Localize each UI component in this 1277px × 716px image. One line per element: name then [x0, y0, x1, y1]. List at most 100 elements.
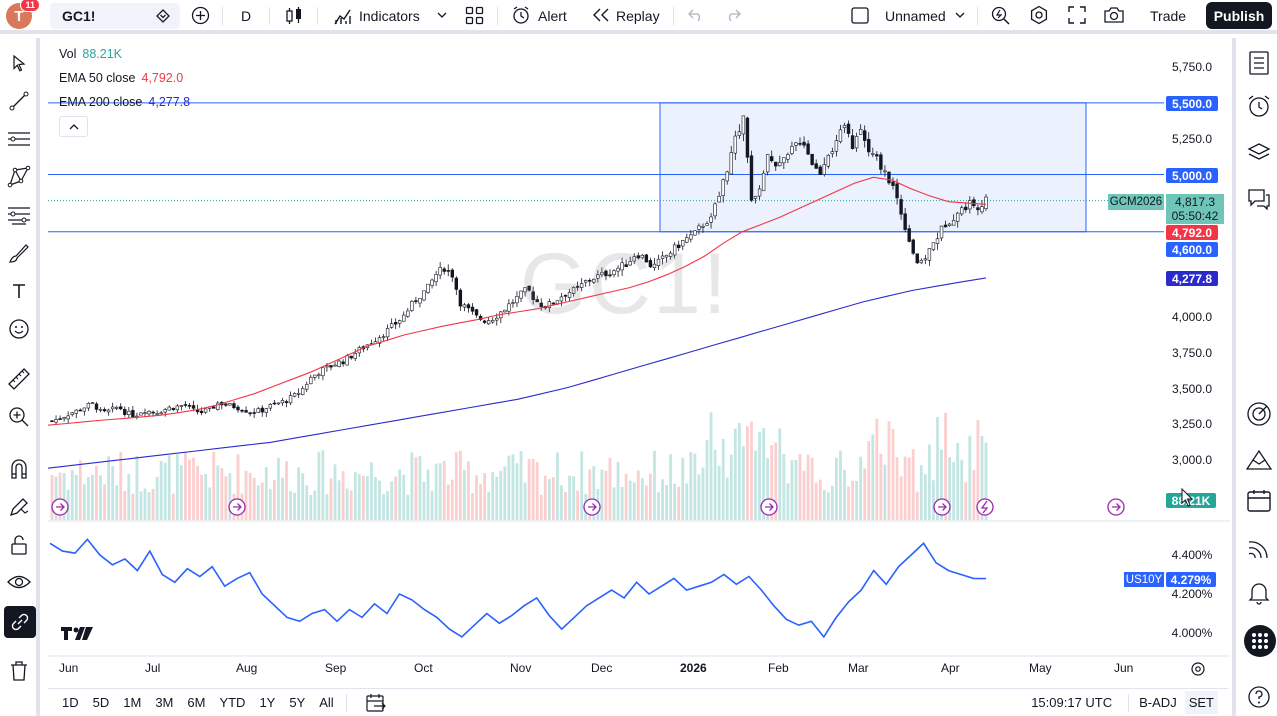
goto-date-icon[interactable] — [365, 693, 387, 713]
streams-icon[interactable] — [1246, 536, 1272, 562]
range-5y[interactable]: 5Y — [289, 695, 306, 710]
hline-label-5500[interactable]: 5,500.0 — [1166, 96, 1218, 111]
replay-rewind-icon[interactable] — [592, 8, 610, 22]
link-sync-icon[interactable] — [4, 606, 36, 638]
volume-bar — [139, 491, 143, 520]
trade-button[interactable]: Trade — [1150, 8, 1187, 24]
candle-body — [834, 140, 839, 152]
range-1d[interactable]: 1D — [62, 695, 79, 710]
pattern-tool-icon[interactable] — [6, 164, 32, 190]
layout-name[interactable]: Unnamed — [885, 8, 946, 24]
range-1m[interactable]: 1M — [123, 695, 142, 710]
templates-grid-icon[interactable] — [465, 6, 484, 25]
eye-visibility-icon[interactable] — [6, 569, 32, 595]
settings-gear-icon[interactable] — [1029, 5, 1049, 25]
hline-label-4600[interactable]: 4,600.0 — [1166, 242, 1218, 257]
volume-bar — [927, 444, 931, 520]
redo-icon[interactable] — [724, 8, 742, 22]
symbol-search[interactable]: GC1! — [50, 3, 180, 29]
chevron-down-icon[interactable] — [437, 11, 447, 19]
candle-body — [863, 130, 867, 141]
volume-bar — [353, 471, 357, 520]
layers-icon[interactable] — [1246, 140, 1272, 166]
replay-button[interactable]: Replay — [616, 8, 660, 24]
volume-bar — [964, 482, 968, 520]
collapse-legend-button[interactable] — [59, 116, 88, 137]
volume-bar — [236, 454, 240, 520]
volume-bar — [628, 480, 632, 520]
watchlist-icon[interactable] — [1246, 50, 1272, 76]
quick-search-icon[interactable] — [990, 5, 1011, 26]
alert-clock-icon[interactable] — [511, 5, 531, 25]
symbol-info-icon[interactable] — [156, 9, 170, 23]
range-6m[interactable]: 6M — [187, 695, 206, 710]
layout-icon[interactable] — [851, 7, 869, 24]
candle-body — [822, 164, 826, 175]
fullscreen-icon[interactable] — [1068, 6, 1086, 24]
candle-body — [858, 128, 863, 135]
candle-style-icon[interactable] — [285, 6, 303, 26]
ruler-icon[interactable] — [6, 366, 32, 392]
ema200-legend[interactable]: EMA 200 close 4,277.8 — [59, 95, 190, 109]
ema50-legend[interactable]: EMA 50 close 4,792.0 — [59, 71, 183, 85]
undo-icon[interactable] — [687, 8, 705, 22]
candle-body — [964, 206, 968, 211]
hline-label-5000[interactable]: 5,000.0 — [1166, 168, 1218, 183]
apps-grid-icon[interactable] — [1244, 625, 1276, 657]
help-icon[interactable] — [1246, 684, 1272, 710]
settlement-toggle[interactable]: SET — [1184, 691, 1218, 714]
volume-bar — [212, 451, 216, 520]
price-chart[interactable] — [0, 0, 1230, 716]
magnet-icon[interactable] — [6, 456, 32, 482]
utc-clock[interactable]: 15:09:17 UTC — [1031, 695, 1113, 710]
range-1y[interactable]: 1Y — [259, 695, 276, 710]
candle-body — [495, 317, 499, 321]
chevron-down-icon[interactable] — [955, 11, 965, 19]
vol-legend[interactable]: Vol 88.21K — [59, 47, 122, 61]
range-all[interactable]: All — [319, 695, 334, 710]
volume-bar — [527, 459, 531, 520]
indicators-icon[interactable] — [333, 6, 353, 26]
indicators-button[interactable]: Indicators — [359, 8, 420, 24]
notification-bell-icon[interactable] — [1246, 580, 1272, 606]
target-icon[interactable] — [1246, 401, 1272, 427]
alarm-clock-icon[interactable] — [1246, 93, 1272, 119]
candle-body — [345, 355, 349, 366]
volume-bar — [325, 494, 329, 520]
ideas-mountain-icon[interactable] — [1246, 447, 1272, 473]
alert-button[interactable]: Alert — [538, 8, 567, 24]
range-5d[interactable]: 5D — [92, 695, 110, 710]
trash-icon[interactable] — [6, 658, 32, 684]
candle-body — [838, 129, 843, 143]
time-tick: Jun — [1114, 661, 1134, 675]
camera-snapshot-icon[interactable] — [1103, 6, 1125, 24]
brush-tool-icon[interactable] — [6, 240, 32, 266]
zoom-in-icon[interactable] — [6, 404, 32, 430]
horizontal-lines-icon[interactable] — [6, 126, 32, 152]
trend-line-icon[interactable] — [6, 88, 32, 114]
axis-settings-icon[interactable] — [1190, 661, 1206, 677]
lock-icon[interactable] — [6, 532, 32, 558]
volume-bar — [264, 467, 268, 520]
fib-tool-icon[interactable] — [6, 202, 32, 228]
cursor-icon[interactable] — [6, 50, 32, 76]
user-avatar[interactable]: T 11 — [6, 0, 40, 29]
publish-button[interactable]: Publish — [1206, 2, 1272, 29]
interval-button[interactable]: D — [241, 8, 252, 24]
chat-icon[interactable] — [1246, 186, 1272, 212]
volume-bar — [438, 463, 442, 520]
drawing-mode-icon[interactable] — [6, 494, 32, 520]
volume-bar — [911, 449, 915, 520]
text-tool-icon[interactable] — [6, 278, 32, 304]
range-3m[interactable]: 3M — [155, 695, 174, 710]
volume-bar — [843, 469, 846, 520]
calendar-icon[interactable] — [1246, 488, 1272, 514]
vol-label: Vol — [59, 47, 77, 61]
candle-body — [482, 320, 487, 323]
range-ytd[interactable]: YTD — [219, 695, 246, 710]
b-adj-toggle[interactable]: B-ADJ — [1139, 695, 1177, 710]
time-tick: Feb — [768, 661, 789, 675]
compare-symbol-icon[interactable] — [191, 6, 210, 25]
emoji-icon[interactable] — [6, 316, 32, 342]
volume-bar — [248, 472, 252, 520]
